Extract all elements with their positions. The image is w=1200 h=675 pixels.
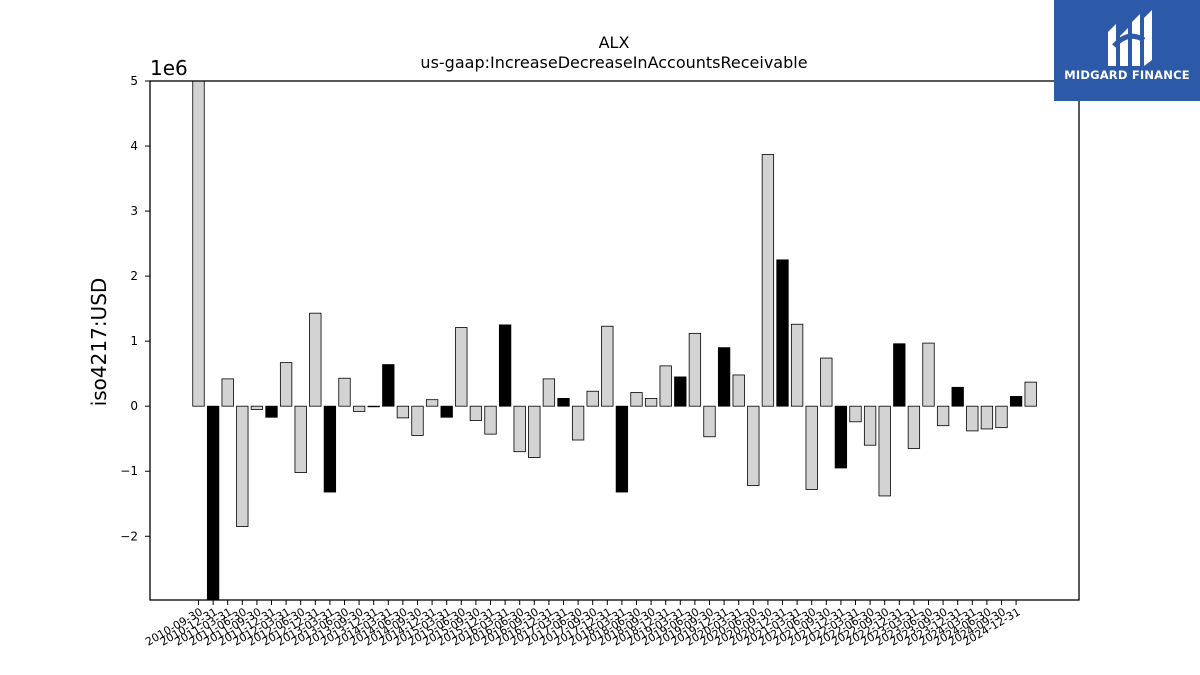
bar-2022-12-31	[893, 343, 906, 407]
bar-2013-06-30	[338, 377, 351, 407]
y-tick-label: 5	[130, 74, 138, 88]
bar-2011-06-30	[236, 405, 249, 527]
midgard-mark-icon	[1108, 10, 1152, 66]
bar-2017-03-31	[557, 397, 570, 407]
bar-2015-03-31	[440, 405, 453, 418]
bar-2022-09-30	[878, 405, 891, 497]
bar-2020-12-31	[776, 259, 789, 407]
bar-2015-09-30	[469, 405, 483, 421]
bar-2016-06-30	[513, 405, 526, 453]
bar-2021-03-31	[790, 323, 804, 407]
bar-2016-03-31	[498, 324, 512, 407]
bar-2014-06-30	[396, 405, 410, 419]
bar-2014-03-31	[382, 364, 395, 407]
bar-2012-06-30	[294, 405, 307, 473]
y-tick-label: −2	[120, 529, 138, 543]
bar-2023-09-30	[936, 405, 950, 427]
bar-2021-12-31	[834, 405, 848, 469]
bar-2013-03-31	[323, 405, 337, 493]
bar-2011-12-31	[265, 405, 278, 418]
bar-2016-09-30	[528, 405, 541, 458]
bar-2013-09-30	[352, 405, 366, 412]
bar-2010-09-30	[192, 80, 205, 407]
bar-2024-12-31	[1009, 396, 1023, 407]
y-tick-label: 2	[130, 269, 138, 283]
bar-2022-03-31	[849, 405, 862, 423]
bar-2014-09-30	[411, 405, 424, 436]
bar-2013-12-31	[367, 405, 380, 408]
y-tick-label: −1	[120, 464, 138, 478]
bar-2021-06-30	[805, 405, 818, 490]
bar-2021-09-30	[820, 357, 833, 407]
bar-2015-06-30	[455, 327, 468, 407]
bar-2014-12-31	[425, 399, 439, 407]
chart-subtitle: us-gaap:IncreaseDecreaseInAccountsReceiv…	[420, 53, 807, 72]
bar-undefined	[1024, 381, 1037, 407]
bar-2018-09-30	[644, 397, 658, 407]
y-multiplier-label: 1e6	[150, 56, 188, 80]
bar-2018-06-30	[630, 392, 643, 407]
bars-group	[192, 80, 1037, 601]
bar-2017-12-31	[601, 325, 614, 407]
plot-frame	[149, 80, 1080, 601]
bar-2019-06-30	[688, 332, 702, 407]
bar-2019-12-31	[717, 347, 731, 407]
y-tick-label: 1	[130, 334, 138, 348]
y-axis-label: iso4217:USD	[87, 278, 111, 407]
bar-2018-03-31	[615, 405, 629, 493]
bar-2012-03-31	[279, 362, 293, 407]
midgard-finance-logo: MIDGARD FINANCE	[1054, 0, 1200, 101]
bar-2016-12-31	[542, 378, 556, 407]
bar-2023-03-31	[907, 405, 921, 449]
bar-2022-06-30	[863, 405, 877, 446]
bar-2010-12-31	[206, 405, 220, 601]
bar-2024-09-30	[995, 405, 1008, 429]
bar-2015-12-31	[484, 405, 497, 435]
y-tick-label: 3	[130, 204, 138, 218]
bar-2011-03-31	[221, 378, 234, 407]
bar-2020-09-30	[761, 154, 775, 407]
bar-2017-06-30	[571, 405, 585, 441]
bar-2017-09-30	[586, 390, 599, 407]
bar-2018-12-31	[659, 365, 672, 407]
y-tick-label: 4	[130, 139, 138, 153]
x-axis-ticks: 2010-09-302010-12-312011-03-312011-06-30…	[143, 600, 1023, 649]
bar-2020-03-31	[732, 374, 745, 407]
bar-2019-03-31	[674, 376, 687, 407]
chart-title: ALX	[599, 33, 630, 52]
bar-2011-09-30	[250, 405, 264, 410]
bar-2023-06-30	[922, 342, 935, 407]
logo-text: MIDGARD FINANCE	[1064, 68, 1190, 82]
bar-2024-06-30	[980, 405, 994, 430]
bar-2012-12-31	[309, 312, 322, 407]
bar-2023-12-31	[951, 386, 964, 407]
bar-2024-03-31	[966, 405, 979, 432]
bar-2019-09-30	[703, 405, 716, 438]
y-axis-ticks: −2 −1 0 1 2 3 4 5	[120, 74, 150, 543]
bar-2020-06-30	[747, 405, 760, 486]
y-tick-label: 0	[130, 399, 138, 413]
